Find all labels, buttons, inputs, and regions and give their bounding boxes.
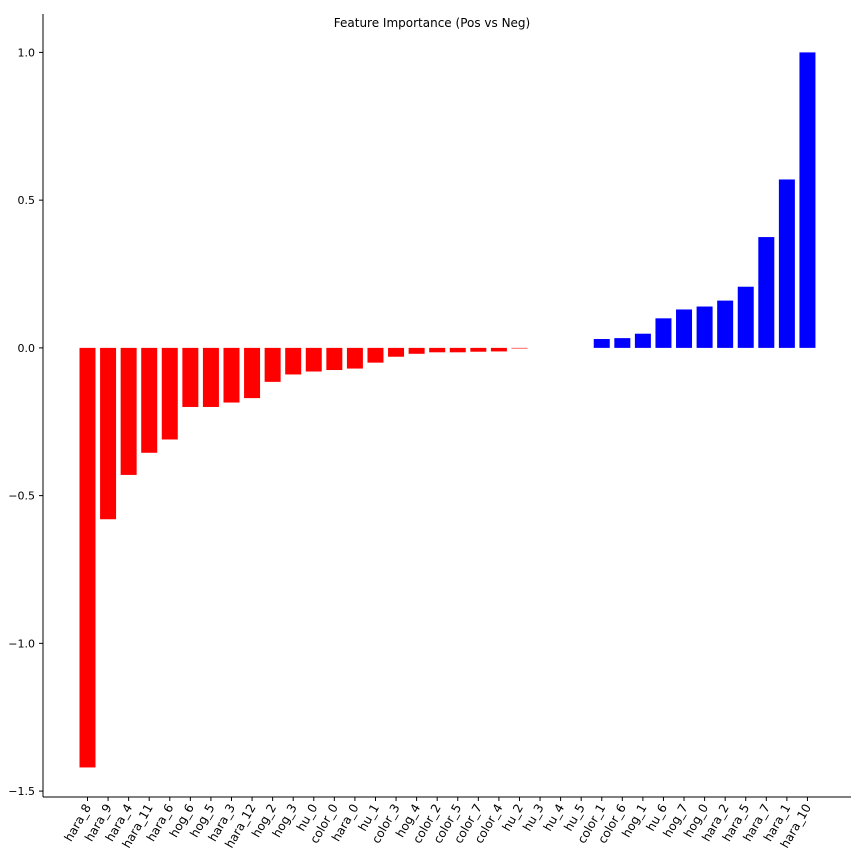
y-axis: 1.0 0.5 0.0 −0.5 −1.0 −1.5 (8, 14, 44, 798)
y-tick-label: 1.0 (18, 46, 36, 59)
chart-title: Feature Importance (Pos vs Neg) (334, 16, 530, 30)
bar-hara_12 (244, 347, 261, 399)
bar-hara_7 (758, 237, 775, 348)
bar-hu_6 (655, 318, 672, 348)
bar-hu_0 (305, 347, 322, 372)
y-tick-label: 0.5 (18, 194, 36, 207)
y-tick-label: −1.0 (8, 637, 35, 650)
bar-hara_1 (778, 179, 795, 348)
bar-hara_10 (799, 52, 816, 348)
bar-hara_3 (223, 347, 240, 403)
bar-hog_3 (285, 347, 302, 375)
y-tick-label: −1.5 (8, 785, 35, 798)
bar-hara_4 (120, 347, 137, 475)
bar-color_1 (593, 339, 610, 348)
bar-hu_2 (511, 347, 528, 349)
bars-layer (79, 52, 816, 768)
bar-hog_5 (202, 347, 219, 407)
bar-hara_5 (737, 286, 754, 348)
x-axis: hara_8hara_9hara_4hara_11hara_6hog_6hog_… (43, 796, 851, 851)
bar-color_5 (449, 347, 466, 353)
bar-hog_6 (182, 347, 199, 407)
y-tick-label: 0.0 (18, 342, 36, 355)
bar-hu_1 (367, 347, 384, 363)
bar-color_4 (490, 347, 507, 352)
bar-color_7 (470, 347, 487, 352)
bar-hara_0 (346, 347, 363, 369)
bar-color_2 (429, 347, 446, 353)
bar-hara_8 (79, 347, 96, 768)
bar-color_6 (614, 338, 631, 348)
bar-color_0 (326, 347, 343, 371)
y-tick-label: −0.5 (8, 490, 35, 503)
bar-hara_6 (161, 347, 178, 440)
bar-hara_2 (717, 300, 734, 348)
bar-color_3 (388, 347, 405, 357)
bar-hog_7 (676, 309, 693, 348)
bar-hog_2 (264, 347, 281, 382)
bar-hara_11 (141, 347, 158, 453)
bar-hog_4 (408, 347, 425, 354)
bar-hog_1 (634, 333, 651, 348)
bar-hog_0 (696, 306, 713, 348)
bar-hara_9 (100, 347, 117, 520)
